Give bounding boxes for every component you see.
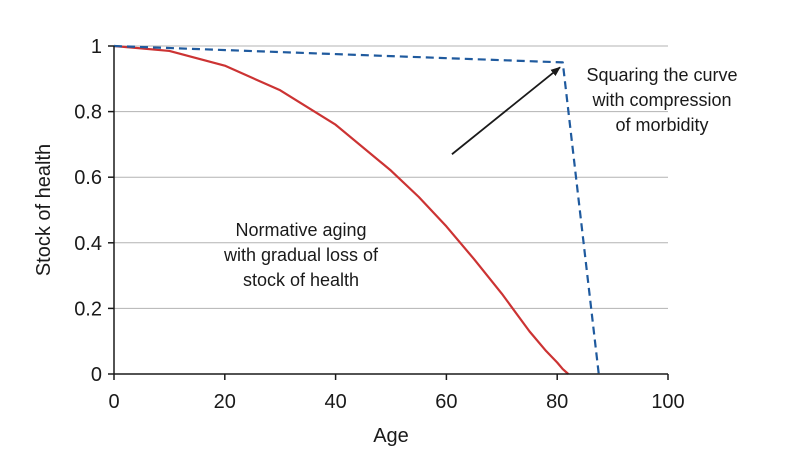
x-tick-label: 60 — [435, 391, 457, 413]
x-tick-label: 100 — [651, 391, 684, 413]
series-layer — [113, 44, 600, 375]
annotation-line: stock of health — [243, 270, 359, 290]
series-line-solid — [113, 44, 570, 375]
y-tick-label: 1 — [91, 36, 102, 58]
annotation-line: with compression — [591, 90, 731, 110]
annotations: Squaring the curve with compression of mor… — [223, 65, 738, 290]
y-tick-label: 0 — [91, 364, 102, 386]
annotation-arrow — [451, 66, 561, 155]
annotation-line: Normative aging — [235, 220, 366, 240]
annotation-line: of morbidity — [615, 115, 708, 135]
x-tick-label: 80 — [546, 391, 568, 413]
x-axis-label: Age — [373, 425, 409, 447]
series-line-dashed — [113, 44, 600, 375]
x-tick-label: 0 — [108, 391, 119, 413]
annotation-line: with gradual loss of — [223, 245, 379, 265]
annotation-squaring: Squaring the curve with compression of mor… — [586, 65, 737, 135]
y-tick-label: 0.4 — [74, 233, 102, 255]
y-tick-label: 0.6 — [74, 167, 102, 189]
x-tick-label: 20 — [214, 391, 236, 413]
gridlines — [114, 45, 668, 309]
annotation-line: Squaring the curve — [586, 65, 737, 85]
ticks: 0 0.2 0.4 0.6 0.8 1 0 20 40 60 80 100 — [74, 36, 685, 413]
axes — [113, 46, 668, 375]
y-axis-label: Stock of health — [33, 144, 55, 276]
x-tick-label: 40 — [324, 391, 346, 413]
annotation-normative: Normative aging with gradual loss of stock… — [223, 220, 379, 290]
y-tick-label: 0.2 — [74, 298, 102, 320]
y-tick-label: 0.8 — [74, 102, 102, 124]
